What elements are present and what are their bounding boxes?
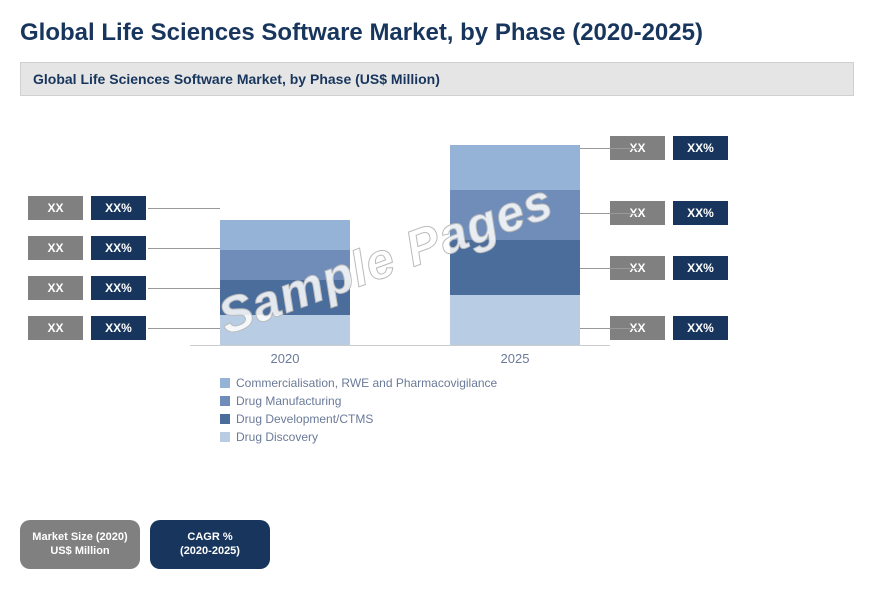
percent-box: XX% — [673, 136, 728, 160]
stacked-bar — [220, 220, 350, 345]
legend-label: Commercialisation, RWE and Pharmacovigil… — [236, 376, 497, 390]
callout-row: XX XX% — [28, 276, 146, 300]
legend-item: Drug Development/CTMS — [220, 412, 497, 426]
x-axis-label: 2020 — [220, 351, 350, 366]
legend-item: Drug Manufacturing — [220, 394, 497, 408]
bar-segment — [450, 240, 580, 295]
bar-segment — [450, 190, 580, 240]
legend-swatch — [220, 378, 230, 388]
footer-badges: Market Size (2020)US$ MillionCAGR %(2020… — [20, 520, 854, 569]
leader-line — [580, 268, 640, 269]
footer-badge: CAGR %(2020-2025) — [150, 520, 270, 569]
legend-item: Commercialisation, RWE and Pharmacovigil… — [220, 376, 497, 390]
callout-row: XX XX% — [28, 196, 146, 220]
bar-segment — [450, 295, 580, 345]
leader-line — [148, 328, 220, 329]
legend-label: Drug Manufacturing — [236, 394, 341, 408]
value-box: XX — [28, 316, 83, 340]
value-box: XX — [28, 236, 83, 260]
bar-segment — [450, 145, 580, 190]
stacked-bar — [450, 145, 580, 345]
chart-container: 2020 2025 XX XX% XX XX% XX XX% XX XX% XX XX% XX XX%… — [20, 106, 854, 416]
percent-box: XX% — [91, 236, 146, 260]
leader-line — [148, 248, 220, 249]
percent-box: XX% — [673, 201, 728, 225]
page-title: Global Life Sciences Software Market, by… — [20, 18, 854, 48]
plot-area — [190, 106, 610, 346]
value-box: XX — [28, 276, 83, 300]
leader-line — [148, 208, 220, 209]
percent-box: XX% — [673, 256, 728, 280]
percent-box: XX% — [673, 316, 728, 340]
bar-segment — [220, 220, 350, 250]
bar-segment — [220, 250, 350, 280]
percent-box: XX% — [91, 276, 146, 300]
legend-label: Drug Discovery — [236, 430, 318, 444]
percent-box: XX% — [91, 316, 146, 340]
callout-row: XX XX% — [28, 236, 146, 260]
leader-line — [148, 288, 220, 289]
bar-segment — [220, 315, 350, 345]
legend: Commercialisation, RWE and Pharmacovigil… — [220, 376, 497, 448]
legend-swatch — [220, 414, 230, 424]
subtitle-bar: Global Life Sciences Software Market, by… — [20, 62, 854, 96]
leader-line — [580, 328, 640, 329]
legend-swatch — [220, 432, 230, 442]
leader-line — [580, 148, 640, 149]
x-axis-label: 2025 — [450, 351, 580, 366]
callouts-right: XXXX%XXXX%XXXX%XXXX% — [610, 106, 860, 346]
value-box: XX — [28, 196, 83, 220]
legend-swatch — [220, 396, 230, 406]
leader-line — [580, 213, 640, 214]
legend-label: Drug Development/CTMS — [236, 412, 373, 426]
callouts-left: XX XX% XX XX% XX XX% XX XX% — [28, 106, 188, 346]
footer-badge: Market Size (2020)US$ Million — [20, 520, 140, 569]
bar-segment — [220, 280, 350, 315]
legend-item: Drug Discovery — [220, 430, 497, 444]
callout-row: XX XX% — [28, 316, 146, 340]
percent-box: XX% — [91, 196, 146, 220]
